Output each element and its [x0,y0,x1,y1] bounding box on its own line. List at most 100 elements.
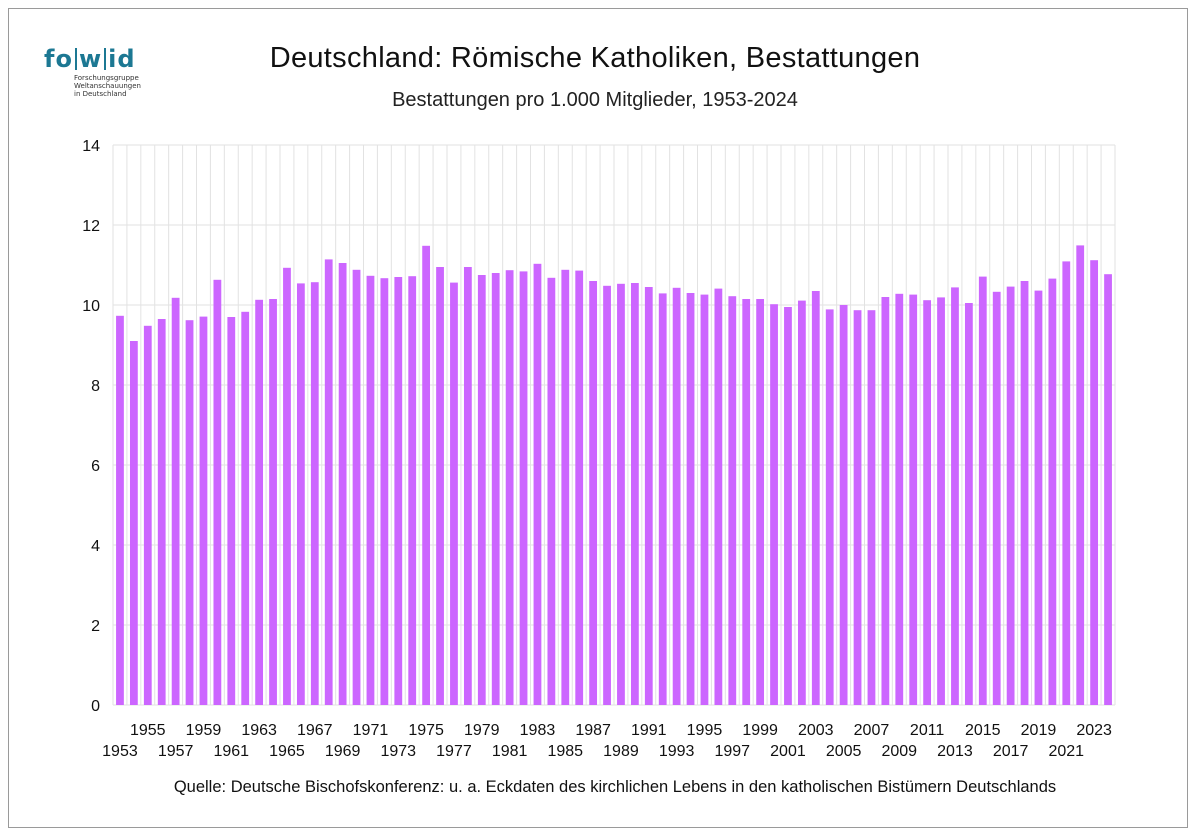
bar [951,287,959,705]
bar [463,267,472,705]
bar [296,283,305,705]
bar [450,282,458,705]
logo-subtext: Forschungsgruppe Weltanschauungen in Deu… [74,74,141,98]
bar [241,311,250,705]
x-tick-label: 2023 [1076,722,1112,739]
bars [116,245,1112,706]
x-tick-label: 1957 [158,743,194,760]
bar [143,325,152,705]
bar [923,300,932,705]
bar [630,283,639,705]
chart-title: Deutschland: Römische Katholiken, Bestat… [269,42,921,74]
bar [728,296,737,705]
bar [1104,274,1112,705]
bar [338,263,347,705]
y-tick-label: 10 [82,298,100,315]
x-tick-label: 1977 [436,743,472,760]
y-tick-label: 0 [91,698,100,715]
bar [227,317,236,705]
x-tick-label: 1961 [213,743,249,760]
bar [505,270,514,705]
x-tick-label: 2001 [770,743,806,760]
bar [909,294,918,705]
logo-wordmark: fo w id [44,46,136,72]
y-tick-label: 8 [91,378,100,395]
x-tick-label: 2021 [1048,743,1084,760]
bar [658,293,667,705]
bar [839,305,848,705]
y-tick-label: 2 [91,618,100,635]
bar [700,294,709,705]
x-tick-label: 1983 [520,722,556,739]
logo-part-fo: fo [44,45,73,73]
bar [1090,260,1099,705]
bar [784,307,792,705]
grid-lines [112,144,1116,706]
bar [867,310,876,705]
bar [1048,278,1057,705]
x-tick-label: 1999 [742,722,778,739]
bar [825,309,834,705]
bar [617,283,625,705]
bar [603,285,611,705]
bar [422,245,431,706]
x-tick-label: 2015 [965,722,1001,739]
bar [575,270,584,705]
bar [1020,281,1029,705]
bar [895,293,904,705]
y-tick-label: 14 [82,138,100,155]
bar [547,277,556,705]
x-tick-label: 1969 [325,743,361,760]
bar [770,304,778,705]
bar [853,310,862,705]
x-tick-label: 1995 [687,722,723,739]
logo-part-id: id [108,45,136,73]
x-tick-label: 1967 [297,722,333,739]
bar [185,320,194,705]
bar [255,299,264,705]
bar [756,299,765,705]
bar [1076,245,1085,705]
bar [742,299,751,705]
bar [171,297,180,705]
bar [366,275,375,705]
x-tick-label: 2019 [1021,722,1057,739]
bar [310,282,319,705]
bar [714,288,723,705]
bar [644,287,653,705]
y-tick-label: 12 [82,218,100,235]
y-axis-ticks: 0 2 4 6 8 10 12 14 [82,138,100,715]
x-tick-label: 1955 [130,722,166,739]
x-tick-label: 1991 [631,722,667,739]
x-tick-label: 1975 [408,722,444,739]
bar [380,278,389,705]
bar [533,263,542,705]
x-tick-label: 1953 [102,743,138,760]
bar [686,293,695,705]
bar [1034,290,1043,705]
bar [477,275,486,705]
x-tick-label: 1959 [186,722,222,739]
x-tick-label: 2007 [854,722,890,739]
x-tick-label: 1997 [714,743,750,760]
x-tick-label: 1979 [464,722,500,739]
bar [491,273,500,705]
bar [199,316,208,705]
x-tick-label: 2013 [937,743,973,760]
x-tick-label: 1971 [353,722,389,739]
bar [881,297,890,705]
x-tick-label: 2003 [798,722,834,739]
x-tick-label: 2005 [826,743,862,760]
x-tick-label: 1963 [241,722,277,739]
y-tick-label: 6 [91,458,100,475]
bar [964,303,973,705]
x-tick-label: 1965 [269,743,305,760]
bar [561,269,570,705]
bar [589,281,598,705]
x-axis-ticks: 1953 1955 1957 1959 1961 1963 1965 1967 1969 1971… [102,722,1112,760]
fowid-logo: fo w id Forschungsgruppe Weltanschauungen … [44,46,141,98]
bar [519,271,528,705]
bar [408,276,417,705]
logo-line-1: Forschungsgruppe [74,74,139,82]
